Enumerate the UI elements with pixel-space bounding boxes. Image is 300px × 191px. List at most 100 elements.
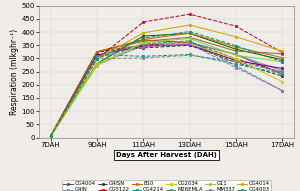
MM337 <box>95 58 99 60</box>
MM337 <box>280 71 284 73</box>
Line: CG4004: CG4004 <box>49 39 284 138</box>
CG4014 <box>234 36 238 38</box>
CG5122 <box>234 58 238 60</box>
CG4014 <box>142 32 145 34</box>
CG4004 <box>280 73 284 75</box>
M9Pajam <box>142 45 145 48</box>
C2021N <box>234 59 238 62</box>
G4IN <box>95 64 99 66</box>
B10 <box>142 38 145 41</box>
B10 <box>49 135 52 137</box>
CG3003 <box>49 135 52 137</box>
MM337 <box>234 61 238 63</box>
Line: B10: B10 <box>49 32 284 138</box>
B9 <box>280 53 284 55</box>
CG2034 <box>95 63 99 65</box>
M26EMLA <box>280 90 284 92</box>
B9 <box>142 40 145 42</box>
G4IN <box>188 41 191 44</box>
CG3003 <box>95 63 99 65</box>
G11 <box>142 41 145 44</box>
CG4003 <box>142 37 145 39</box>
B10 <box>95 51 99 53</box>
CG5122 <box>280 71 284 74</box>
CG4004 <box>234 53 238 56</box>
CG4214 <box>188 53 191 56</box>
B9 <box>188 36 191 39</box>
CG4004 <box>142 39 145 41</box>
Line: CG4014: CG4014 <box>49 24 284 138</box>
G4ISN <box>95 51 99 53</box>
MM337 <box>49 135 52 137</box>
B10 <box>280 57 284 59</box>
G4IN <box>280 70 284 72</box>
C2021N <box>188 44 191 46</box>
CG2034 <box>49 135 52 137</box>
M26EMLA <box>49 135 52 137</box>
M26EMLA <box>142 43 145 45</box>
CG5122 <box>49 135 52 137</box>
Suppl <box>142 21 145 23</box>
CG5122 <box>142 44 145 46</box>
CG4214 <box>49 135 52 137</box>
CG4014 <box>188 24 191 26</box>
CG4003 <box>280 61 284 63</box>
CG2034 <box>280 80 284 83</box>
CG4003 <box>188 30 191 33</box>
M9Pajam <box>280 89 284 92</box>
CG2034 <box>188 42 191 44</box>
Line: C2021N: C2021N <box>49 44 284 138</box>
X-axis label: Days After Harvest (DAH): Days After Harvest (DAH) <box>116 152 217 158</box>
CG4014 <box>49 135 52 137</box>
G4ISN <box>280 75 284 77</box>
CG4214 <box>142 55 145 57</box>
CG4004 <box>95 51 99 53</box>
M26EMLA <box>188 40 191 42</box>
Line: CG5122: CG5122 <box>49 41 284 138</box>
M9Pajam <box>188 43 191 45</box>
CG4214 <box>95 53 99 56</box>
Line: B9: B9 <box>49 36 284 138</box>
CG4214 <box>234 63 238 65</box>
CG3003 <box>188 32 191 35</box>
B10 <box>234 46 238 48</box>
Y-axis label: Respiration (mlkghr⁻¹): Respiration (mlkghr⁻¹) <box>10 29 19 115</box>
M9Pajam <box>95 57 99 59</box>
G4ISN <box>49 135 52 137</box>
G4IN <box>142 44 145 46</box>
CG3003 <box>280 59 284 61</box>
C2021N <box>280 67 284 70</box>
CG5122 <box>188 41 191 43</box>
CG3003 <box>234 48 238 50</box>
CG4004 <box>188 41 191 44</box>
Line: G4ISN: G4ISN <box>49 44 284 138</box>
Suppl <box>234 25 238 28</box>
CG4214 <box>280 73 284 75</box>
G4ISN <box>188 44 191 46</box>
Line: G11: G11 <box>49 37 284 138</box>
G4ISN <box>234 61 238 64</box>
G11 <box>280 61 284 63</box>
G11 <box>188 37 191 40</box>
B9 <box>95 51 99 53</box>
Line: G4IN: G4IN <box>49 41 284 138</box>
MM337 <box>188 54 191 56</box>
CG2034 <box>234 58 238 60</box>
Line: CG2034: CG2034 <box>49 42 284 138</box>
CG4014 <box>280 50 284 53</box>
Line: M26EMLA: M26EMLA <box>49 40 284 138</box>
M9Pajam <box>234 66 238 69</box>
CG2034 <box>142 42 145 44</box>
CG4003 <box>95 58 99 60</box>
C2021N <box>95 54 99 56</box>
Line: M9Pajam: M9Pajam <box>49 43 284 138</box>
Line: CG4003: CG4003 <box>49 30 284 138</box>
Line: CG3003: CG3003 <box>49 32 284 138</box>
M26EMLA <box>234 65 238 67</box>
Suppl <box>280 52 284 54</box>
M26EMLA <box>95 55 99 57</box>
C2021N <box>49 135 52 137</box>
G4ISN <box>142 47 145 49</box>
MM337 <box>142 57 145 59</box>
M9Pajam <box>49 135 52 137</box>
